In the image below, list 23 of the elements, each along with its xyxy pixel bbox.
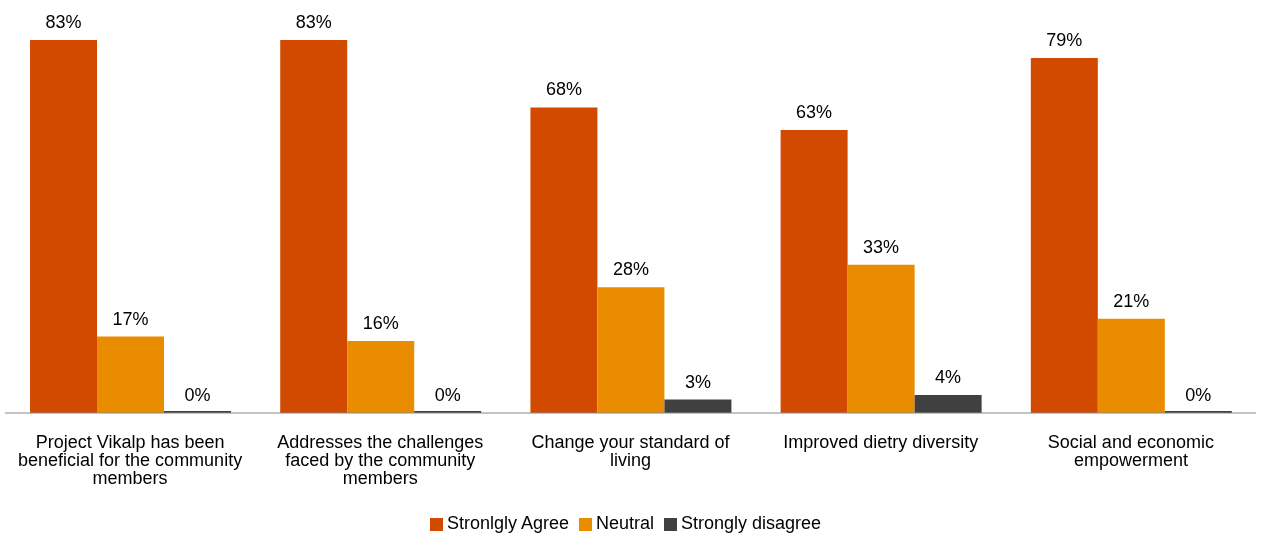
x-tick-label: Social and economic empowerment	[1047, 431, 1214, 470]
data-label: 21%	[1113, 290, 1150, 311]
data-label: 68%	[545, 79, 582, 100]
data-label: 28%	[612, 259, 649, 280]
data-label: 16%	[362, 313, 399, 334]
x-tick-label: Change your standard of living	[531, 431, 731, 470]
data-label: 0%	[1185, 385, 1212, 405]
x-tick-label: Addresses the challenges faced by the community members	[277, 431, 484, 488]
data-label: 3%	[684, 371, 711, 392]
data-label: 17%	[112, 308, 149, 329]
data-label: 83%	[295, 12, 332, 32]
data-label: 33%	[863, 236, 900, 257]
data-label: 0%	[434, 385, 461, 405]
x-tick-label: Project Vikalp has been beneficial for the community members	[18, 431, 243, 488]
legend-label: Stronlgly Agree	[446, 513, 569, 533]
legend-label: Neutral	[595, 513, 654, 533]
data-label: 0%	[184, 385, 211, 405]
x-tick-label: Improved dietry diversity	[783, 431, 979, 452]
data-label: 79%	[1046, 29, 1083, 50]
data-label: 83%	[45, 12, 82, 32]
legend-label: Strongly disagree	[681, 513, 822, 533]
data-label: 63%	[796, 101, 833, 122]
data-label: 4%	[935, 367, 962, 388]
